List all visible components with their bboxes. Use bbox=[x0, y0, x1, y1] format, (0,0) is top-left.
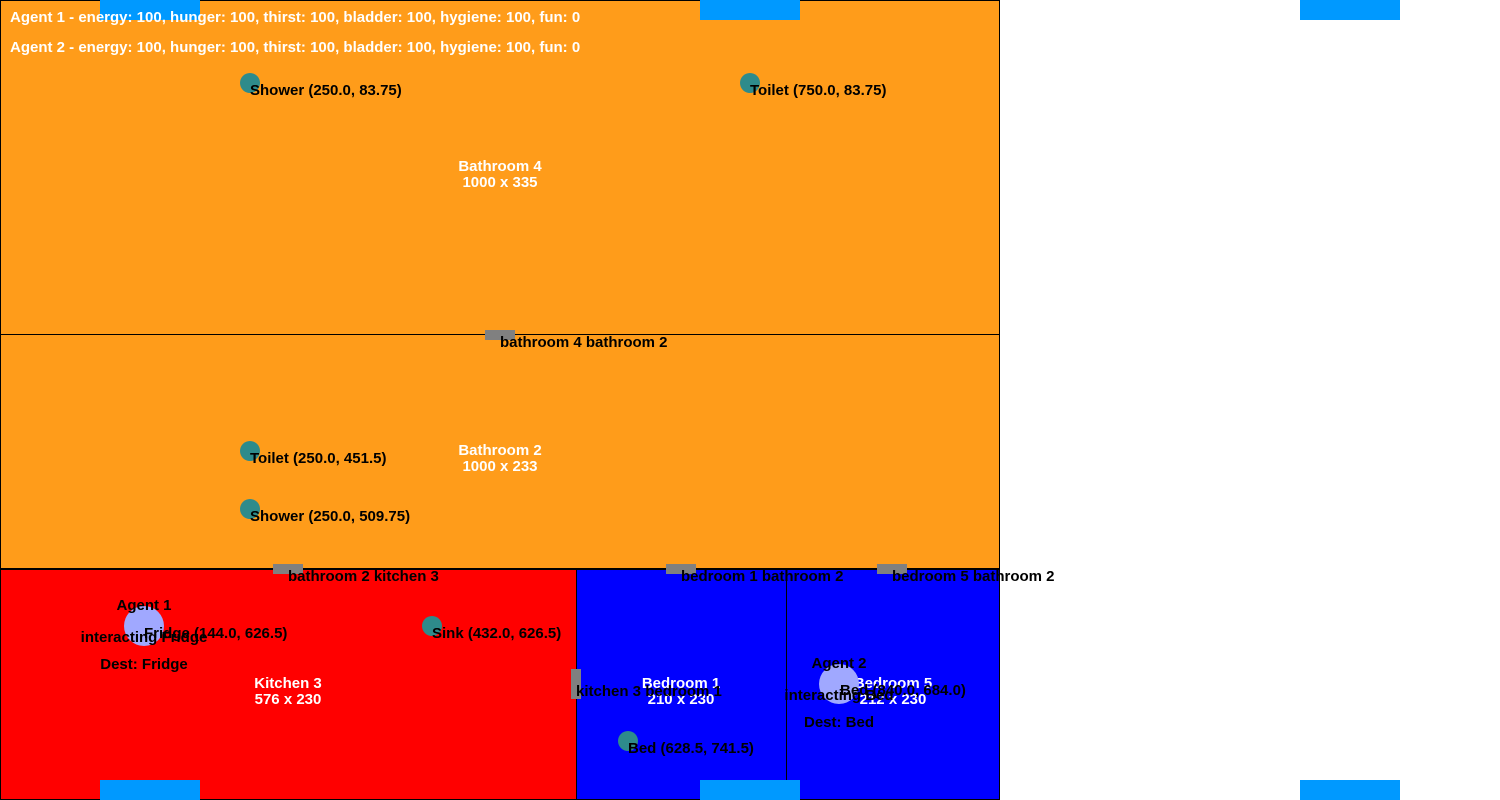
object-label-bed: Bed (840.0, 684.0) bbox=[840, 682, 966, 699]
window bbox=[1300, 780, 1400, 800]
window bbox=[100, 0, 200, 20]
room-name: Kitchen 3 bbox=[254, 675, 322, 692]
door-bathroom2-kitchen3 bbox=[273, 564, 303, 574]
agent-destination: Dest: Fridge bbox=[100, 656, 188, 673]
room-bedroom-1 bbox=[576, 569, 787, 800]
room-bathroom-4 bbox=[0, 0, 1000, 336]
room-name: Bedroom 1 bbox=[641, 675, 721, 692]
agent-1-avatar[interactable] bbox=[124, 606, 164, 646]
object-label-shower: Shower (250.0, 509.75) bbox=[250, 508, 411, 525]
agent-action: interacting Fridge bbox=[80, 629, 208, 646]
shower-icon[interactable] bbox=[240, 73, 260, 93]
agent-2-status: Agent 2 - energy: 100, hunger: 100, thir… bbox=[10, 39, 581, 56]
door-label: bedroom 1 bathroom 2 bbox=[681, 568, 844, 585]
window bbox=[100, 780, 200, 800]
agent-1-status: Agent 1 - energy: 100, hunger: 100, thir… bbox=[10, 9, 581, 26]
room-size: 1000 x 335 bbox=[462, 174, 538, 191]
agent-1-label: Agent 1 interacting Fridge Dest: Fridge bbox=[44, 596, 244, 675]
door-bedroom5-bathroom2 bbox=[877, 564, 907, 574]
object-label-bed: Bed (628.5, 741.5) bbox=[628, 740, 754, 757]
object-label-toilet: Toilet (250.0, 451.5) bbox=[250, 450, 387, 467]
toilet-icon[interactable] bbox=[740, 73, 760, 93]
object-label-fridge: Fridge (144.0, 626.5) bbox=[144, 625, 288, 642]
agent-name: Agent 2 bbox=[811, 655, 867, 672]
door-kitchen3-bedroom1 bbox=[571, 669, 581, 699]
door-bedroom1-bathroom2 bbox=[666, 564, 696, 574]
agent-destination: Dest: Bed bbox=[803, 714, 874, 731]
agent-action: interacting Bed bbox=[784, 687, 894, 704]
door-label: bedroom 5 bathroom 2 bbox=[892, 568, 1055, 585]
room-name: Bathroom 4 bbox=[458, 158, 542, 175]
room-size: 576 x 230 bbox=[254, 691, 322, 708]
room-label-bedroom-1: Bedroom 1 210 x 230 bbox=[581, 676, 781, 708]
bed-icon[interactable] bbox=[618, 731, 638, 751]
object-label-sink: Sink (432.0, 626.5) bbox=[432, 625, 562, 642]
door-label: kitchen 3 bedroom 1 bbox=[576, 683, 722, 700]
object-label-toilet: Toilet (750.0, 83.75) bbox=[750, 82, 887, 99]
room-label-kitchen-3: Kitchen 3 576 x 230 bbox=[188, 676, 388, 708]
room-name: Bedroom 5 bbox=[853, 675, 933, 692]
door-label: bathroom 4 bathroom 2 bbox=[500, 334, 668, 351]
window bbox=[1300, 0, 1400, 20]
room-size: 212 x 230 bbox=[859, 691, 927, 708]
room-name: Bathroom 2 bbox=[458, 442, 542, 459]
agent-2-avatar[interactable] bbox=[819, 664, 859, 704]
shower-icon[interactable] bbox=[240, 499, 260, 519]
room-label-bathroom-2: Bathroom 2 1000 x 233 bbox=[400, 443, 600, 475]
agent-name: Agent 1 bbox=[116, 597, 172, 614]
room-bathroom-2 bbox=[0, 334, 1000, 569]
room-size: 1000 x 233 bbox=[462, 458, 538, 475]
object-label-shower: Shower (250.0, 83.75) bbox=[250, 82, 402, 99]
room-size: 210 x 230 bbox=[647, 691, 715, 708]
room-label-bedroom-5: Bedroom 5 212 x 230 bbox=[793, 676, 993, 708]
sink-icon[interactable] bbox=[422, 616, 442, 636]
window bbox=[700, 0, 800, 20]
window bbox=[700, 780, 800, 800]
room-label-bathroom-4: Bathroom 4 1000 x 335 bbox=[400, 159, 600, 191]
door-label: bathroom 2 kitchen 3 bbox=[288, 568, 439, 585]
agent-2-label: Agent 2 interacting Bed Dest: Bed bbox=[739, 654, 939, 733]
door-bathroom4-bathroom2 bbox=[485, 330, 515, 340]
toilet-icon[interactable] bbox=[240, 441, 260, 461]
